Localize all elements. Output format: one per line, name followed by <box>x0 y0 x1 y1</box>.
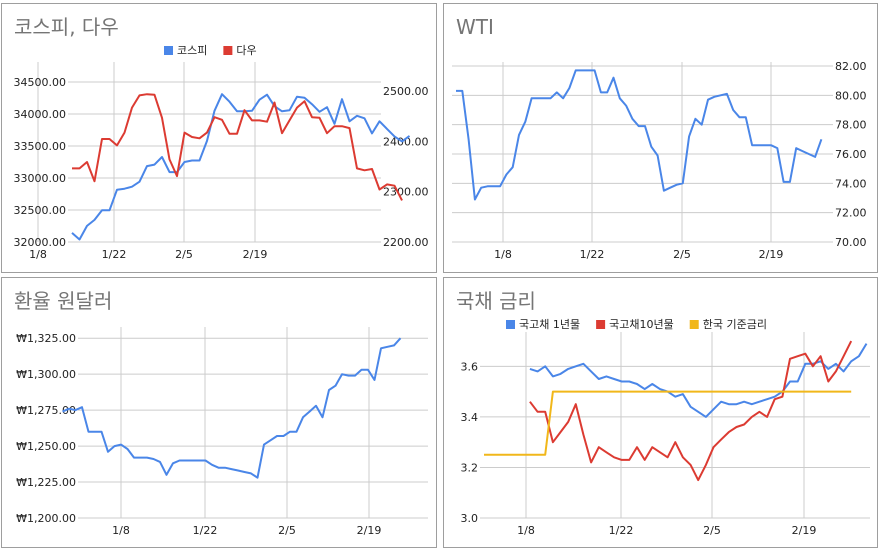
chart-title: 코스피, 다우 <box>14 15 119 39</box>
y-left-tick-label: 32500.00 <box>14 204 67 217</box>
y-left-tick-label: ₩1,300.00 <box>16 368 76 381</box>
y-right-tick-label: 2200.00 <box>383 236 429 249</box>
series-line <box>529 340 853 482</box>
x-tick-label: 2/19 <box>243 248 268 261</box>
y-left-tick-label: 33500.00 <box>14 140 67 153</box>
chart-panel-bond-yields: 국채 금리 1/8 1/22 2/5 2/19 3.0 3.2 3.4 3.6 국고채 1년물 국고… <box>443 277 878 548</box>
y-left-tick-label: 34000.00 <box>14 108 67 121</box>
y-left-tick-label: ₩1,225.00 <box>16 476 76 489</box>
x-tick-label: 2/5 <box>673 248 691 261</box>
legend-label: 코스피 <box>177 44 207 57</box>
y-left-tick-label: 3.6 <box>461 360 479 373</box>
x-tick-label: 1/22 <box>580 248 605 261</box>
x-tick-label: 2/19 <box>759 248 784 261</box>
x-tick-label: 1/8 <box>517 524 535 537</box>
legend-swatch <box>164 46 173 55</box>
x-tick-label: 1/8 <box>29 248 47 261</box>
series-line <box>71 93 411 241</box>
x-tick-label: 1/22 <box>609 524 634 537</box>
chart-panel-wti: WTI 1/8 1/22 2/5 2/19 70.00 72.00 74.00 76.00 78.… <box>443 3 878 273</box>
legend-swatch <box>689 320 699 329</box>
x-tick-label: 2/5 <box>703 524 721 537</box>
y-right-tick-label: 70.00 <box>835 236 867 249</box>
legend-label: 국고채10년물 <box>609 318 674 331</box>
chart-bond-yields: 국채 금리 1/8 1/22 2/5 2/19 3.0 3.2 3.4 3.6 국고채 1년물 국고… <box>456 289 870 537</box>
chart-panel-kospi-dow: 코스피, 다우 1/8 1/22 2/5 2/19 32000.00 32500.00 330… <box>1 3 437 273</box>
y-right-tick-label: 78.00 <box>835 119 867 132</box>
y-left-tick-label: 3.4 <box>461 411 479 424</box>
series-line <box>62 337 402 479</box>
y-left-tick-label: ₩1,250.00 <box>16 440 76 453</box>
chart-exchange-rate: 환율 원달러 1/8 1/22 2/5 2/19 ₩1,200.00 ₩1,225.00 ₩1… <box>14 289 428 537</box>
x-tick-label: 2/19 <box>792 524 817 537</box>
chart-kospi-dow: 코스피, 다우 1/8 1/22 2/5 2/19 32000.00 32500.00 330… <box>14 15 429 261</box>
y-right-tick-label: 72.00 <box>835 207 867 220</box>
y-left-tick-label: 32000.00 <box>14 236 67 249</box>
x-tick-label: 2/5 <box>175 248 193 261</box>
y-left-tick-label: 33000.00 <box>14 172 67 185</box>
y-left-tick-label: ₩1,325.00 <box>16 332 76 345</box>
x-tick-label: 1/22 <box>193 524 218 537</box>
x-tick-label: 2/5 <box>278 524 296 537</box>
legend-label: 한국 기준금리 <box>703 318 767 331</box>
y-left-tick-label: ₩1,200.00 <box>16 512 76 525</box>
x-tick-label: 1/8 <box>494 248 512 261</box>
y-left-tick-label: 34500.00 <box>14 76 67 89</box>
y-left-tick-label: 3.2 <box>461 461 479 474</box>
chart-title: 환율 원달러 <box>14 289 112 313</box>
y-left-tick-label: ₩1,275.00 <box>16 404 76 417</box>
y-right-tick-label: 2500.00 <box>383 85 429 98</box>
chart-wti: WTI 1/8 1/22 2/5 2/19 70.00 72.00 74.00 76.00 78.… <box>452 15 867 261</box>
x-tick-label: 1/8 <box>112 524 130 537</box>
legend-label: 다우 <box>236 44 256 57</box>
series-line <box>484 390 852 456</box>
y-right-tick-label: 2300.00 <box>383 186 429 199</box>
legend-swatch <box>596 320 606 329</box>
series-line <box>72 93 403 201</box>
y-right-tick-label: 76.00 <box>835 148 867 161</box>
series-line <box>456 69 823 201</box>
legend-swatch <box>223 46 233 55</box>
series-line <box>529 343 868 418</box>
y-right-tick-label: 80.00 <box>835 89 867 102</box>
x-tick-label: 2/19 <box>357 524 382 537</box>
legend-swatch <box>506 320 515 329</box>
chart-panel-exchange-rate: 환율 원달러 1/8 1/22 2/5 2/19 ₩1,200.00 ₩1,225.00 ₩1… <box>1 277 437 548</box>
chart-title: 국채 금리 <box>456 289 536 313</box>
y-right-tick-label: 74.00 <box>835 177 867 190</box>
y-right-tick-label: 82.00 <box>835 60 867 73</box>
chart-title: WTI <box>456 15 494 39</box>
y-right-tick-label: 2400.00 <box>383 135 429 148</box>
y-left-tick-label: 3.0 <box>461 512 479 525</box>
x-tick-label: 1/22 <box>102 248 127 261</box>
legend-label: 국고채 1년물 <box>519 318 580 331</box>
